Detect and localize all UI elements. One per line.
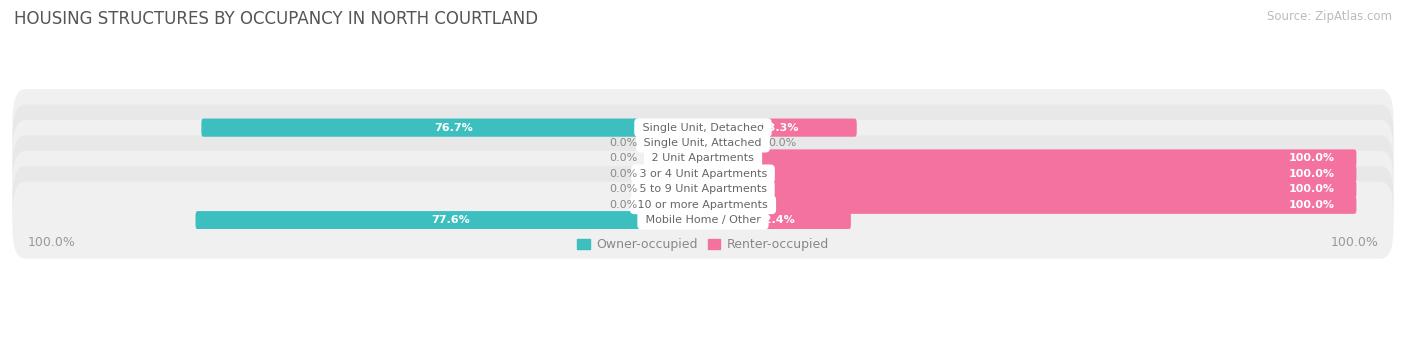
Text: 0.0%: 0.0% [610, 138, 638, 148]
FancyBboxPatch shape [650, 165, 704, 183]
FancyBboxPatch shape [195, 211, 704, 229]
Text: 76.7%: 76.7% [434, 123, 472, 133]
FancyBboxPatch shape [13, 104, 1393, 182]
Text: 77.6%: 77.6% [430, 215, 470, 225]
Text: 0.0%: 0.0% [610, 153, 638, 163]
Text: 100.0%: 100.0% [1289, 200, 1334, 210]
Text: HOUSING STRUCTURES BY OCCUPANCY IN NORTH COURTLAND: HOUSING STRUCTURES BY OCCUPANCY IN NORTH… [14, 10, 538, 28]
FancyBboxPatch shape [702, 180, 1357, 198]
FancyBboxPatch shape [650, 134, 704, 152]
FancyBboxPatch shape [702, 196, 1357, 214]
Text: Single Unit, Attached: Single Unit, Attached [641, 138, 765, 148]
FancyBboxPatch shape [650, 196, 704, 214]
Text: 0.0%: 0.0% [768, 138, 796, 148]
FancyBboxPatch shape [702, 149, 1357, 167]
Text: 5 to 9 Unit Apartments: 5 to 9 Unit Apartments [636, 184, 770, 194]
Text: 23.3%: 23.3% [759, 123, 799, 133]
Text: 0.0%: 0.0% [610, 169, 638, 179]
FancyBboxPatch shape [13, 120, 1393, 197]
Text: Mobile Home / Other: Mobile Home / Other [641, 215, 765, 225]
Text: 22.4%: 22.4% [756, 215, 796, 225]
FancyBboxPatch shape [13, 89, 1393, 166]
Text: 100.0%: 100.0% [1289, 169, 1334, 179]
FancyBboxPatch shape [702, 134, 756, 152]
Text: Single Unit, Detached: Single Unit, Detached [638, 123, 768, 133]
FancyBboxPatch shape [650, 149, 704, 167]
FancyBboxPatch shape [702, 119, 856, 137]
FancyBboxPatch shape [13, 166, 1393, 243]
FancyBboxPatch shape [650, 180, 704, 198]
FancyBboxPatch shape [13, 182, 1393, 259]
Text: 2 Unit Apartments: 2 Unit Apartments [648, 153, 758, 163]
Text: 0.0%: 0.0% [610, 184, 638, 194]
FancyBboxPatch shape [702, 211, 851, 229]
FancyBboxPatch shape [13, 151, 1393, 228]
Text: 10 or more Apartments: 10 or more Apartments [634, 200, 772, 210]
FancyBboxPatch shape [201, 119, 704, 137]
Text: 100.0%: 100.0% [1289, 153, 1334, 163]
Text: 3 or 4 Unit Apartments: 3 or 4 Unit Apartments [636, 169, 770, 179]
Legend: Owner-occupied, Renter-occupied: Owner-occupied, Renter-occupied [578, 238, 828, 251]
Text: 100.0%: 100.0% [1289, 184, 1334, 194]
FancyBboxPatch shape [702, 165, 1357, 183]
Text: 0.0%: 0.0% [610, 200, 638, 210]
Text: Source: ZipAtlas.com: Source: ZipAtlas.com [1267, 10, 1392, 23]
FancyBboxPatch shape [13, 135, 1393, 212]
